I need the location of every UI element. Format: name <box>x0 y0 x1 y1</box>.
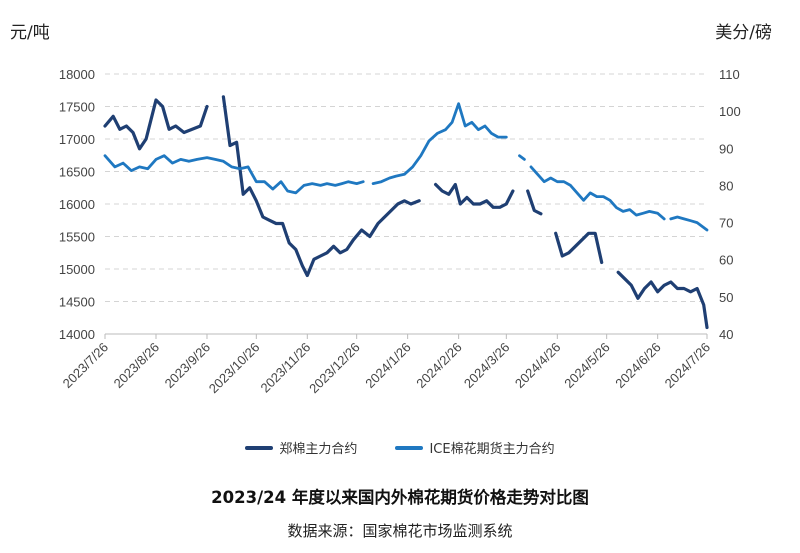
x-axis-tick: 2024/3/26 <box>461 340 513 392</box>
ice-series-line <box>669 215 709 232</box>
right-axis-tick: 100 <box>719 104 741 119</box>
x-axis-tick: 2023/7/26 <box>60 340 112 392</box>
left-axis-tick: 16000 <box>59 197 95 212</box>
left-axis-tick: 15500 <box>59 230 95 245</box>
legend-swatch-zce <box>245 445 274 450</box>
left-axis-tick: 14000 <box>59 327 95 342</box>
zce-series-line <box>221 95 421 278</box>
left-axis-unit: 元/吨 <box>10 23 50 43</box>
left-axis-tick: 17500 <box>59 100 95 115</box>
right-axis-tick: 110 <box>719 67 740 82</box>
zce-series-line <box>616 270 709 330</box>
ice-series-line <box>529 165 666 221</box>
right-axis-tick: 50 <box>719 290 733 305</box>
zce-series-line <box>103 98 209 151</box>
legend-swatch-ice <box>395 445 424 450</box>
left-axis-tick: 18000 <box>59 67 95 82</box>
x-axis-tick: 2024/5/26 <box>561 340 613 392</box>
data-source: 数据来源：国家棉花市场监测系统 <box>287 522 513 540</box>
right-axis-tick: 80 <box>719 178 733 193</box>
zce-series-line <box>434 182 515 209</box>
x-axis-tick: 2024/4/26 <box>512 340 564 392</box>
x-axis-tick: 2023/10/26 <box>206 340 263 397</box>
chart-legend: 郑棉主力合约 ICE棉花期货主力合约 <box>0 438 800 457</box>
left-axis-tick: 17000 <box>59 132 95 147</box>
right-axis-tick: 70 <box>719 216 733 231</box>
ice-series-line <box>371 102 508 185</box>
left-axis-tick: 14500 <box>59 295 95 310</box>
x-axis-tick: 2023/8/26 <box>111 340 163 392</box>
x-axis-tick: 2024/1/26 <box>362 340 414 392</box>
legend-item-ice: ICE棉花期货主力合约 <box>395 438 555 457</box>
right-axis-tick: 90 <box>719 141 733 156</box>
legend-label-ice: ICE棉花期货主力合约 <box>429 442 555 457</box>
chart-title: 2023/24 年度以来国内外棉花期货价格走势对比图 <box>211 488 589 507</box>
zce-series-line <box>554 231 604 265</box>
zce-series-line <box>526 189 543 216</box>
x-axis-tick: 2023/12/26 <box>306 340 363 397</box>
x-axis-tick: 2024/7/26 <box>662 340 714 392</box>
right-axis-tick: 40 <box>719 327 733 342</box>
x-axis-tick: 2023/9/26 <box>162 340 214 392</box>
legend-label-zce: 郑棉主力合约 <box>279 442 358 457</box>
ice-series-line <box>518 154 526 161</box>
right-axis-unit: 美分/磅 <box>715 23 772 43</box>
x-axis-tick: 2024/2/26 <box>413 340 465 392</box>
left-axis-tick: 16500 <box>59 165 95 180</box>
legend-item-zce: 郑棉主力合约 <box>245 438 357 457</box>
x-axis-tick: 2023/11/26 <box>257 340 313 396</box>
ice-series-line <box>103 154 365 195</box>
right-axis-tick: 60 <box>719 253 733 268</box>
left-axis-tick: 15000 <box>59 262 95 277</box>
x-axis-tick: 2024/6/26 <box>612 340 664 392</box>
price-line-chart: 14000 14500 15000 15500 16000 16500 17000 17500… <box>59 67 741 397</box>
